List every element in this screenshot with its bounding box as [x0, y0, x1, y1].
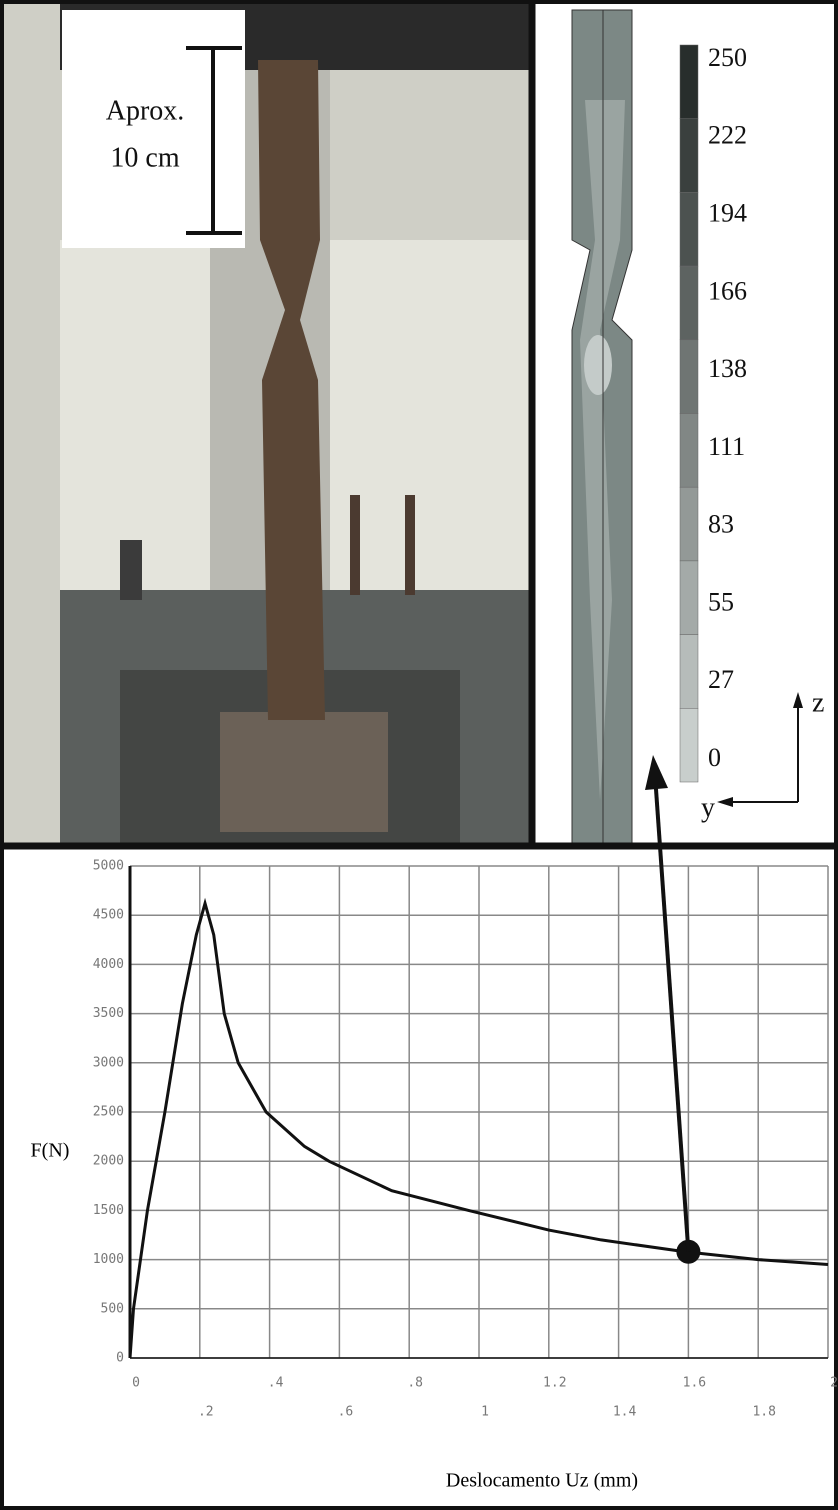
y-tick-label: 1500 — [93, 1203, 124, 1218]
color-band — [679, 413, 699, 488]
scale-label: Aprox. — [106, 95, 185, 126]
x-tick-label: .8 — [407, 1376, 423, 1391]
legend-label: 138 — [708, 354, 747, 383]
legend-label: 55 — [708, 587, 734, 616]
legend-label: 194 — [708, 199, 747, 228]
legend-label: 166 — [708, 276, 747, 305]
color-band — [679, 634, 699, 709]
y-tick-label: 4000 — [93, 957, 124, 972]
x-tick-label: .6 — [338, 1405, 354, 1420]
contour-plot: 250 222 194 166 138 111 83 55 27 0 z y — [535, 0, 838, 846]
color-band — [679, 339, 699, 414]
y-tick-label: 500 — [101, 1301, 124, 1316]
x-tick-label: 1 — [481, 1405, 489, 1420]
color-band — [679, 44, 699, 119]
y-tick-label: 2000 — [93, 1154, 124, 1169]
photo: Aprox. 10 cm — [0, 0, 530, 845]
legend-label: 250 — [708, 43, 747, 72]
y-tick-label: 5000 — [93, 859, 124, 874]
y-tick-label: 3000 — [93, 1055, 124, 1070]
legend-label: 83 — [708, 510, 734, 539]
y-axis-label: F(N) — [31, 1140, 70, 1162]
color-band — [679, 118, 699, 193]
x-tick-label: .2 — [198, 1405, 214, 1420]
legend-label: 111 — [708, 432, 745, 461]
color-band — [679, 560, 699, 635]
axis-label: y — [701, 792, 715, 823]
y-tick-label: 2500 — [93, 1105, 124, 1120]
y-tick-label: 0 — [116, 1351, 124, 1366]
legend-label: 0 — [708, 743, 721, 772]
x-tick-label: .4 — [268, 1376, 284, 1391]
color-band — [679, 265, 699, 341]
color-band — [679, 708, 699, 783]
legend-label: 222 — [708, 121, 747, 150]
color-band — [679, 192, 699, 267]
x-tick-label: 1.8 — [752, 1405, 775, 1420]
arrow — [653, 774, 691, 1252]
color-band — [679, 486, 699, 562]
x-tick-label: 1.2 — [543, 1376, 566, 1391]
x-axis-label: Deslocamento Uz (mm) — [446, 1470, 638, 1492]
arrow-head — [645, 755, 668, 790]
axis-label: z — [812, 687, 824, 718]
x-tick-label: 0 — [132, 1376, 140, 1391]
legend-label: 27 — [708, 665, 734, 694]
y-tick-label: 1000 — [93, 1252, 124, 1267]
x-tick-label: 1.4 — [613, 1405, 637, 1420]
y-tick-label: 4500 — [93, 908, 124, 923]
x-tick-label: 2 — [830, 1376, 838, 1391]
y-tick-label: 3500 — [93, 1006, 124, 1021]
x-tick-label: 1.6 — [683, 1376, 706, 1391]
scale-label: 10 cm — [110, 142, 179, 173]
line — [128, 897, 829, 1359]
chart: F(N) Deslocamento Uz (mm) 05001000150020… — [31, 859, 838, 1492]
